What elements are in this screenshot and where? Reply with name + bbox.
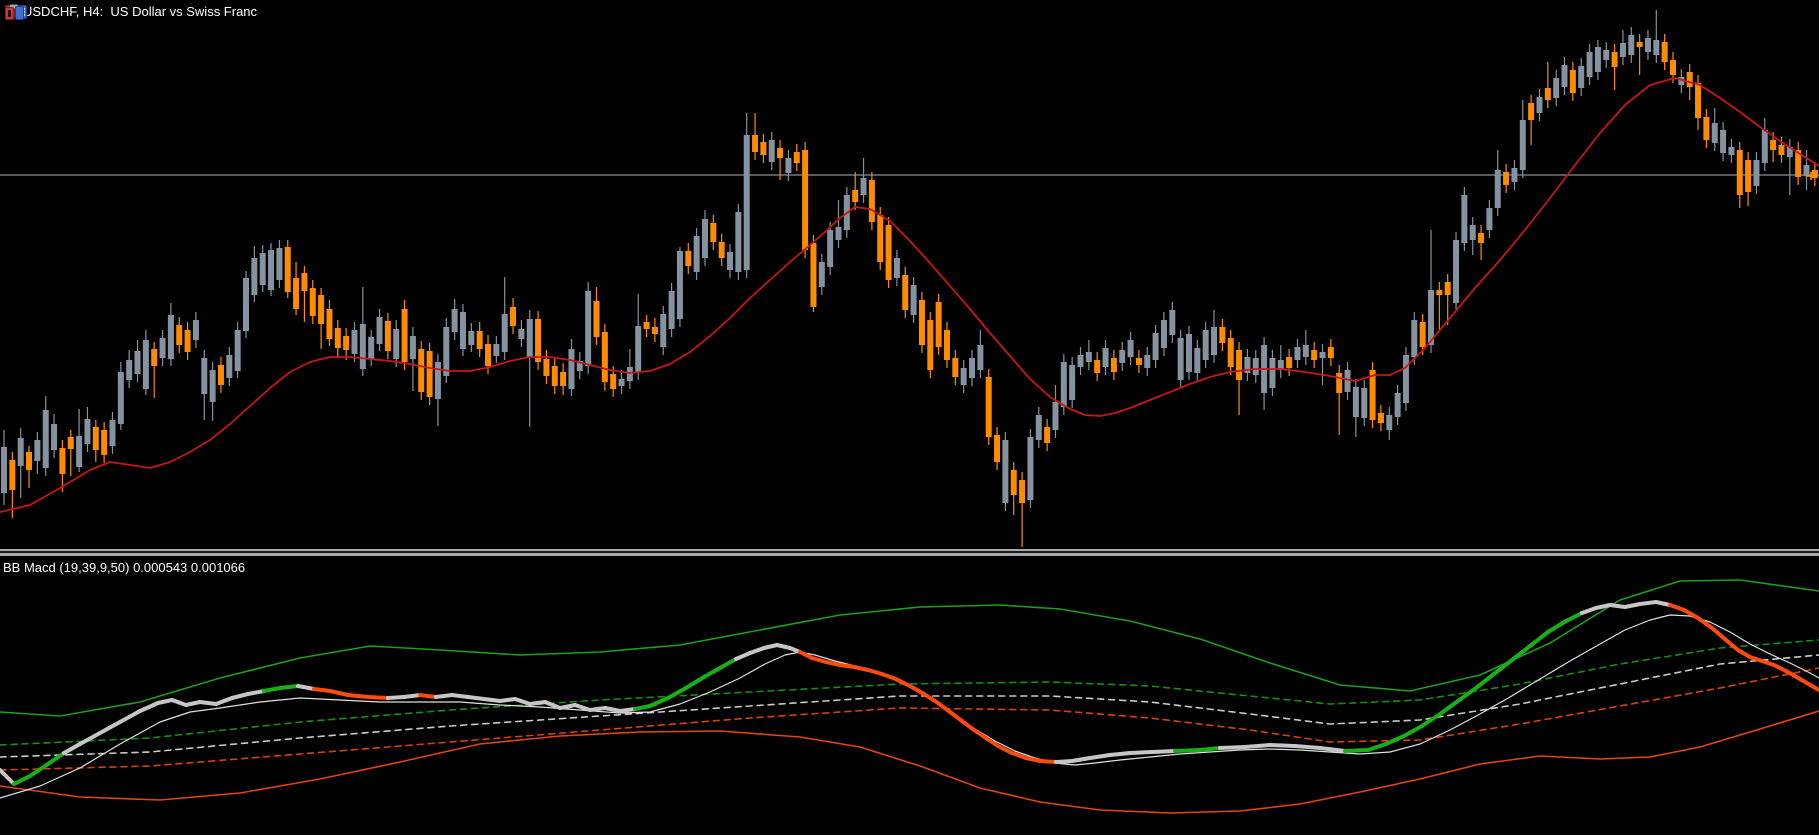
price-chart-pane[interactable]: USDCHF, H4: US Dollar vs Swiss Franc xyxy=(0,0,1819,549)
price-chart-canvas[interactable] xyxy=(0,0,1819,549)
indicator-label: BB Macd (19,39,9,50) 0.000543 0.001066 xyxy=(3,560,246,575)
indicator-canvas[interactable] xyxy=(0,556,1819,835)
chart-title: USDCHF, H4: US Dollar vs Swiss Franc xyxy=(23,4,258,19)
pane-divider[interactable] xyxy=(0,549,1819,556)
indicator-pane[interactable]: BB Macd (19,39,9,50) 0.000543 0.001066 xyxy=(0,556,1819,835)
chart-title-row: USDCHF, H4: US Dollar vs Swiss Franc xyxy=(5,4,258,20)
